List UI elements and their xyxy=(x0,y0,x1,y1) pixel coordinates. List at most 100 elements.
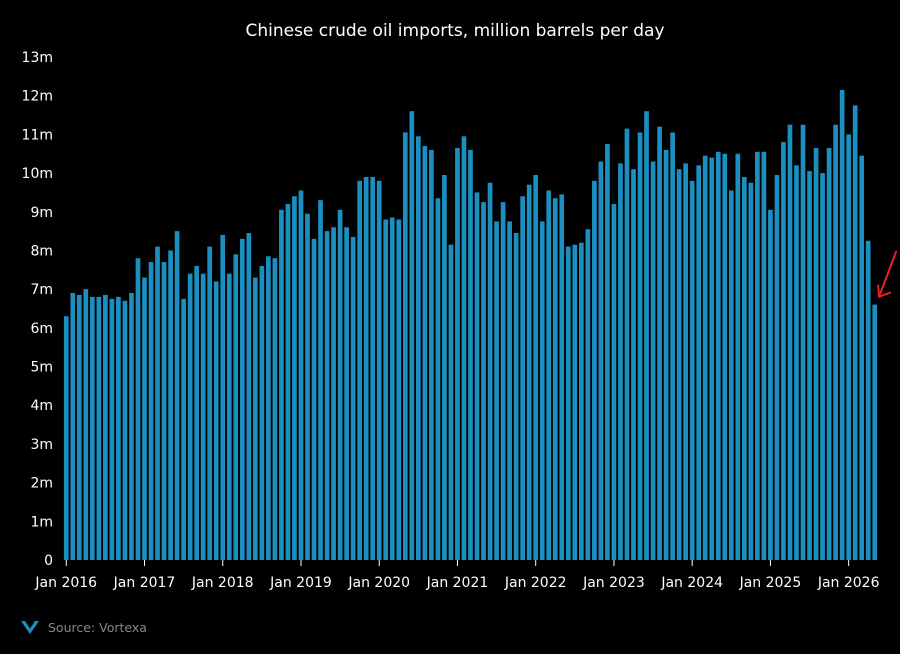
bar xyxy=(592,180,597,560)
bar xyxy=(455,147,460,560)
bar xyxy=(689,180,695,560)
y-tick-label: 9m xyxy=(30,205,53,221)
bar xyxy=(103,294,108,560)
bar xyxy=(728,190,734,561)
bar xyxy=(585,229,591,560)
bar xyxy=(213,281,219,560)
vortexa-logo-icon xyxy=(21,621,39,634)
bar xyxy=(161,262,167,560)
bar xyxy=(826,147,832,560)
bar xyxy=(481,202,486,560)
bar xyxy=(142,277,147,560)
x-tick-label: Jan 2025 xyxy=(739,575,802,591)
bar xyxy=(331,227,336,560)
bar xyxy=(533,175,539,560)
bar xyxy=(272,258,278,560)
bar-series xyxy=(63,89,878,561)
bar xyxy=(813,147,819,560)
bar xyxy=(546,190,552,561)
bar xyxy=(605,144,610,560)
bar xyxy=(252,277,258,560)
bar xyxy=(852,105,858,561)
annotation-arrow xyxy=(877,250,898,298)
y-tick-label: 4m xyxy=(30,398,53,414)
bar xyxy=(807,171,812,560)
bar xyxy=(507,221,512,560)
x-tick-label: Jan 2019 xyxy=(269,575,332,591)
bar xyxy=(670,132,675,560)
bar xyxy=(402,132,408,560)
bar xyxy=(200,273,206,560)
bar xyxy=(318,200,323,560)
bar xyxy=(324,231,330,560)
y-tick-label: 3m xyxy=(30,437,53,453)
bar xyxy=(715,151,721,561)
bar xyxy=(768,209,773,560)
x-tick-label: Jan 2016 xyxy=(34,575,97,591)
bar xyxy=(774,175,780,560)
arrow-head xyxy=(877,284,892,298)
bar xyxy=(859,155,865,561)
y-tick-label: 8m xyxy=(30,243,53,259)
x-tick-label: Jan 2023 xyxy=(582,575,645,591)
bar xyxy=(422,145,428,561)
bar xyxy=(350,236,356,561)
bar xyxy=(116,296,121,560)
bar xyxy=(839,89,845,560)
bar xyxy=(787,124,793,561)
bar xyxy=(578,242,584,560)
bar xyxy=(259,265,265,560)
bar xyxy=(474,192,480,561)
bar xyxy=(598,161,604,560)
y-tick-label: 0 xyxy=(44,553,53,569)
y-tick-label: 5m xyxy=(30,360,53,376)
bar xyxy=(292,196,297,561)
x-tick-label: Jan 2022 xyxy=(504,575,567,591)
bar xyxy=(122,300,128,560)
bar xyxy=(266,256,271,560)
bar xyxy=(220,234,226,561)
bar xyxy=(559,194,565,561)
bar xyxy=(311,238,317,560)
bar xyxy=(357,180,362,560)
bar xyxy=(709,157,715,560)
bar xyxy=(657,126,662,561)
y-tick-label: 2m xyxy=(30,476,53,492)
bar xyxy=(207,246,213,560)
bar xyxy=(755,151,760,561)
bar xyxy=(526,184,532,560)
bar xyxy=(409,111,415,561)
chart-title: Chinese crude oil imports, million barre… xyxy=(245,21,664,41)
bar xyxy=(155,246,160,560)
bar xyxy=(650,161,656,560)
bar xyxy=(565,246,571,560)
y-tick-label: 12m xyxy=(22,89,53,105)
x-tick-label: Jan 2017 xyxy=(113,575,176,591)
bar xyxy=(129,293,134,560)
bar xyxy=(663,149,669,561)
bar xyxy=(520,196,525,561)
bar xyxy=(396,219,402,560)
bar xyxy=(833,124,838,561)
bar xyxy=(239,238,245,560)
bar xyxy=(337,209,343,560)
bar xyxy=(683,163,688,560)
y-tick-label: 1m xyxy=(30,514,53,530)
bar xyxy=(435,198,441,561)
bar xyxy=(618,163,623,560)
bar xyxy=(696,165,702,560)
bar xyxy=(494,221,499,560)
bar xyxy=(552,198,558,561)
bar xyxy=(305,213,310,560)
bar xyxy=(846,134,851,560)
bar xyxy=(442,175,447,560)
bar xyxy=(187,273,193,560)
bar xyxy=(637,132,643,560)
x-tick-label: Jan 2021 xyxy=(426,575,489,591)
bar xyxy=(363,176,369,560)
bar xyxy=(344,227,349,560)
bar xyxy=(572,244,578,560)
bar xyxy=(735,153,741,561)
bar xyxy=(676,169,682,560)
